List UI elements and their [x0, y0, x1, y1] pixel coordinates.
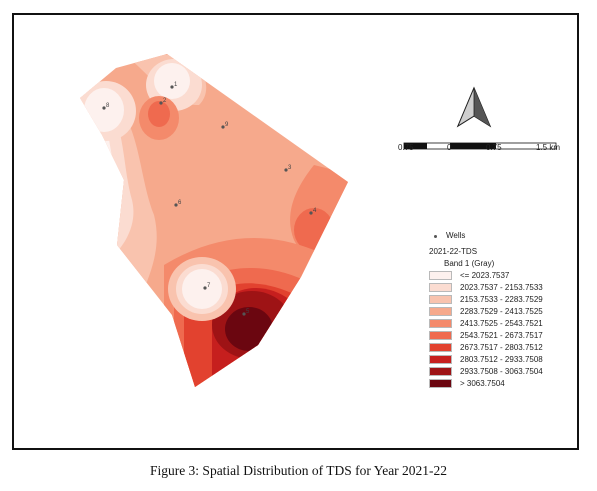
well-3: 3	[284, 165, 292, 172]
well-label: 8	[106, 103, 110, 109]
well-label: 5	[246, 309, 250, 315]
legend-swatch	[429, 343, 452, 352]
legend-wells-title: Wells	[446, 231, 466, 240]
legend-class-label: 2023.7537 - 2153.7533	[460, 283, 543, 292]
scale-tick-3: 1.5 km	[536, 143, 561, 152]
well-point-icon	[159, 101, 163, 105]
well-point-icon	[102, 106, 106, 110]
legend-swatch	[429, 307, 452, 316]
north-arrow-icon	[456, 86, 492, 128]
well-point-icon	[309, 211, 313, 215]
legend-class-label: 2283.7529 - 2413.7525	[460, 307, 543, 316]
legend-class-label: > 3063.7504	[460, 379, 505, 388]
well-6: 6	[174, 200, 182, 207]
scale-tick-1: 0	[447, 143, 452, 152]
well-point-icon	[221, 125, 225, 129]
scale-bar	[403, 142, 557, 150]
well-point-icon	[174, 203, 178, 207]
legend-class-label: 2803.7512 - 2933.7508	[460, 355, 543, 364]
well-8: 8	[102, 103, 110, 110]
well-label: 6	[178, 200, 182, 206]
well-label: 3	[288, 165, 292, 171]
legend-class-label: 2673.7517 - 2803.7512	[460, 343, 543, 352]
well-point-icon	[170, 85, 174, 89]
legend-band: Band 1 (Gray)	[444, 259, 495, 268]
legend-class-label: 2543.7521 - 2673.7517	[460, 331, 543, 340]
legend-class-label: 2153.7533 - 2283.7529	[460, 295, 543, 304]
well-point-icon	[284, 168, 288, 172]
scale-tick-2: 0.75	[486, 143, 502, 152]
legend-swatch	[429, 367, 452, 376]
well-7: 7	[203, 283, 211, 290]
well-label: 9	[225, 122, 229, 128]
legend-class-label: <= 2023.7537	[460, 271, 510, 280]
scale-tick-0: 0.75	[398, 143, 414, 152]
legend-class-label: 2933.7508 - 3063.7504	[460, 367, 543, 376]
well-9: 9	[221, 122, 229, 129]
legend-layer-title: 2021-22-TDS	[429, 247, 478, 256]
well-4: 4	[309, 208, 317, 215]
legend-swatch	[429, 295, 452, 304]
map-frame: 1 2 3 4 6 7 8 9 5 0.75 0 0.75 1.5 km Wells 2021-…	[12, 13, 579, 450]
well-label: 2	[163, 98, 167, 104]
well-label: 1	[174, 82, 178, 88]
legend-swatch	[429, 283, 452, 292]
figure-caption: Figure 3: Spatial Distribution of TDS fo…	[149, 463, 448, 478]
legend-swatch	[429, 271, 452, 280]
legend-class-label: 2413.7525 - 2543.7521	[460, 319, 543, 328]
wells-layer: 1 2 3 4 6 7 8 9 5	[102, 82, 317, 316]
legend-swatch	[429, 331, 452, 340]
well-point-icon	[434, 235, 437, 238]
legend-swatch	[429, 355, 452, 364]
well-1: 1	[170, 82, 178, 89]
legend-swatch	[429, 379, 452, 388]
well-label: 4	[313, 208, 317, 214]
well-2: 2	[159, 98, 167, 105]
well-5: 5	[242, 309, 250, 316]
legend-swatch	[429, 319, 452, 328]
tds-map: 1 2 3 4 6 7 8 9 5	[80, 54, 557, 387]
well-point-icon	[242, 312, 246, 316]
well-point-icon	[203, 286, 207, 290]
well-label: 7	[207, 283, 211, 289]
